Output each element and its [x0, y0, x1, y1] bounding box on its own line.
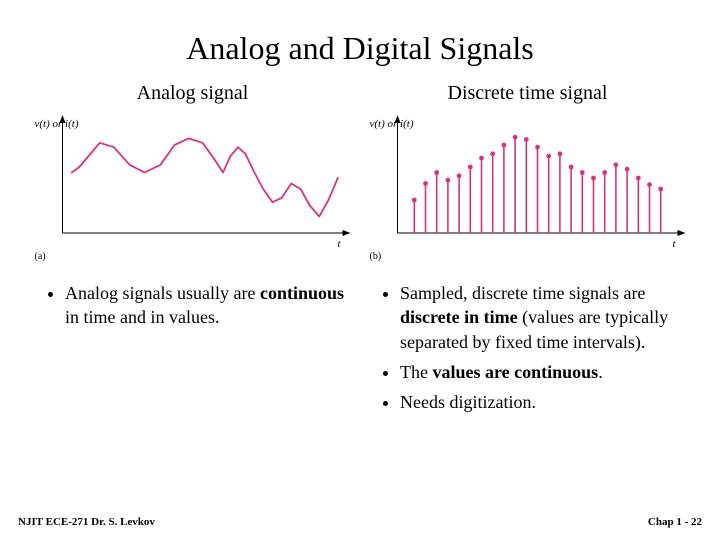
bullet-item: The values are continuous. [400, 360, 690, 384]
content-columns: Analog signal v(t) or i(t)t(a) Analog si… [30, 82, 690, 438]
bullet-text-post: in time and in values. [65, 307, 219, 327]
bullet-item: Needs digitization. [400, 390, 690, 414]
footer-left: NJIT ECE-271 Dr. S. Levkov [18, 516, 155, 528]
analog-signal-chart: v(t) or i(t)t(a) [30, 113, 355, 263]
right-column: Discrete time signal v(t) or i(t)t(b) Sa… [365, 82, 690, 438]
svg-text:(a): (a) [35, 251, 46, 262]
left-subtitle: Analog signal [30, 82, 355, 105]
bullet-text-bold: continuous [260, 283, 344, 303]
bullet-text-pre: Sampled, discrete time signals are [400, 283, 645, 303]
bullet-text-bold: values are continuous [432, 362, 598, 382]
slide-title: Analog and Digital Signals [30, 30, 690, 67]
bullet-text-pre: Needs digitization. [400, 392, 536, 412]
bullet-item: Analog signals usually are continuous in… [65, 281, 355, 330]
svg-text:(b): (b) [370, 251, 382, 262]
left-column: Analog signal v(t) or i(t)t(a) Analog si… [30, 82, 355, 438]
left-bullet-list: Analog signals usually are continuous in… [30, 281, 355, 336]
bullet-item: Sampled, discrete time signals are discr… [400, 281, 690, 354]
bullet-text-pre: The [400, 362, 432, 382]
right-bullet-list: Sampled, discrete time signals are discr… [365, 281, 690, 420]
bullet-text-pre: Analog signals usually are [65, 283, 260, 303]
right-subtitle: Discrete time signal [365, 82, 690, 105]
discrete-signal-chart: v(t) or i(t)t(b) [365, 113, 690, 263]
svg-text:v(t) or i(t): v(t) or i(t) [35, 118, 79, 130]
footer-right: Chap 1 - 22 [648, 516, 702, 528]
bullet-text-bold: discrete in time [400, 307, 518, 327]
bullet-text-post: . [598, 362, 603, 382]
svg-text:v(t) or i(t): v(t) or i(t) [370, 118, 414, 130]
